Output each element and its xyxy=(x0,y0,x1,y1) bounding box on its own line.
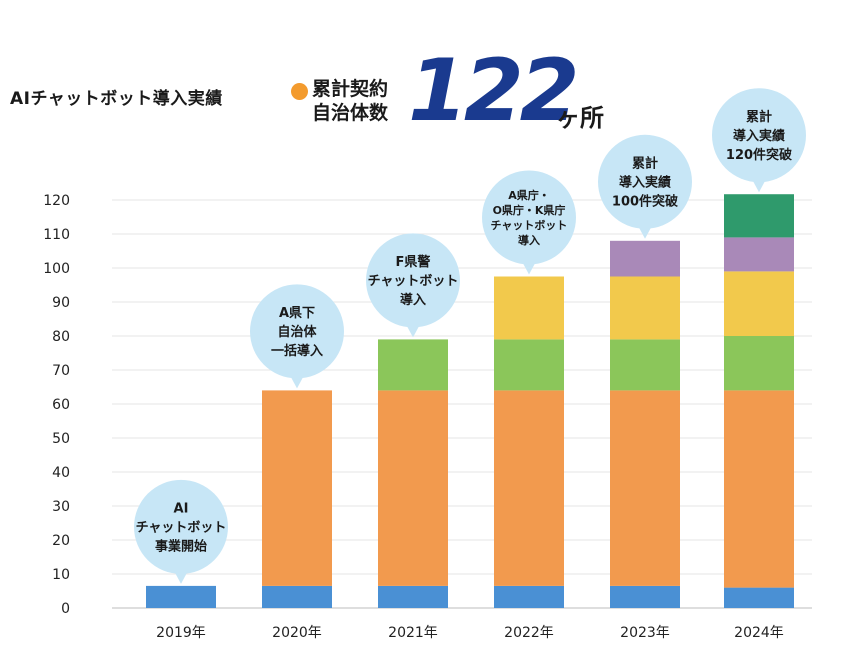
annotation-text: チャットボット xyxy=(368,273,459,289)
bar-segment xyxy=(610,240,680,277)
bars xyxy=(146,194,794,608)
bar-segment xyxy=(724,237,794,272)
annotation-text: 導入実績 xyxy=(619,174,671,190)
bubble-pointer xyxy=(290,375,304,389)
bubble-circle xyxy=(250,284,344,379)
y-tick-label: 50 xyxy=(52,431,70,447)
bubble-circle xyxy=(712,88,806,183)
x-tick-label: 2022年 xyxy=(504,625,554,641)
bar-segment xyxy=(724,390,794,588)
bubble-circle xyxy=(134,479,228,574)
bubble-pointer xyxy=(522,261,536,275)
bar-segment xyxy=(378,585,448,608)
annotation-text: 導入 xyxy=(400,292,426,308)
bar-segment xyxy=(262,585,332,608)
y-tick-label: 100 xyxy=(43,261,70,277)
y-tick-label: 90 xyxy=(52,295,70,311)
bar-segment xyxy=(494,276,564,340)
annotation-text: 事業開始 xyxy=(155,538,207,554)
annotation-text: 導入実績 xyxy=(733,128,785,144)
annotation-text: O県庁・K県庁 xyxy=(493,203,566,217)
bar-segment xyxy=(610,276,680,340)
annotation-text: チャットボット xyxy=(491,218,568,232)
bubble-circle xyxy=(482,170,576,265)
y-tick-label: 10 xyxy=(52,567,70,583)
y-tick-label: 80 xyxy=(52,329,70,345)
annotations: AIチャットボット事業開始A県下自治体一括導入F県警チャットボット導入A県庁・O… xyxy=(134,88,806,584)
bar-segment xyxy=(724,336,794,391)
x-tick-label: 2024年 xyxy=(734,625,784,641)
annotation-text: 100件突破 xyxy=(612,193,678,209)
bar-segment xyxy=(494,585,564,608)
bar-segment xyxy=(724,271,794,336)
legend-label-line-2: 自治体数 xyxy=(312,102,389,124)
y-tick-label: 110 xyxy=(43,227,70,243)
y-tick-label: 70 xyxy=(52,363,70,379)
x-tick-label: 2021年 xyxy=(388,625,438,641)
bubble-circle xyxy=(598,134,692,229)
bubble-pointer xyxy=(406,324,420,338)
annotation-text: 120件突破 xyxy=(726,147,792,163)
legend-marker xyxy=(291,83,308,100)
annotation-text: チャットボット xyxy=(136,519,227,535)
y-tick-label: 0 xyxy=(61,601,70,617)
bubble-pointer xyxy=(174,570,188,584)
annotation-text: 一括導入 xyxy=(271,343,323,359)
y-tick-label: 120 xyxy=(43,193,70,209)
bubble-pointer xyxy=(752,179,766,193)
axes: 0 10 20 30 40 50 60 70 80 90 100 110 120 2019年 2020年 20… xyxy=(43,193,784,641)
annotation-text: 導入 xyxy=(518,233,540,247)
bar-segment xyxy=(378,390,448,586)
bar-segment xyxy=(378,339,448,391)
annotation-text: A県庁・ xyxy=(508,188,550,202)
annotation-text: A県下 xyxy=(279,306,315,321)
bar-segment xyxy=(146,585,216,608)
y-tick-label: 60 xyxy=(52,397,70,413)
bar-segment xyxy=(610,390,680,586)
annotation-text: 累計 xyxy=(632,155,658,171)
bar-segment xyxy=(610,339,680,391)
chart-header: AIチャットボット導入実績 累計契約 自治体数 122 ヶ所 xyxy=(0,0,852,150)
y-tick-label: 40 xyxy=(52,465,70,481)
bar-segment xyxy=(494,390,564,586)
bar-segment xyxy=(262,390,332,586)
bubble-circle xyxy=(366,233,460,328)
y-tick-label: 20 xyxy=(52,533,70,549)
bar-segment xyxy=(610,585,680,608)
x-tick-label: 2023年 xyxy=(620,625,670,641)
annotation-text: F県警 xyxy=(396,254,431,270)
x-tick-label: 2019年 xyxy=(156,625,206,641)
annotation-text: AI xyxy=(174,501,189,516)
total-count: 122 xyxy=(408,41,580,141)
y-tick-label: 30 xyxy=(52,499,70,515)
legend-label-line-1: 累計契約 xyxy=(312,78,389,100)
x-tick-label: 2020年 xyxy=(272,625,322,641)
total-unit: ヶ所 xyxy=(556,104,604,132)
annotation-text: 自治体 xyxy=(277,324,317,340)
bar-segment xyxy=(494,339,564,391)
bar-segment xyxy=(724,194,794,238)
grid xyxy=(112,199,812,609)
annotation-text: 累計 xyxy=(746,109,772,125)
bar-segment xyxy=(724,587,794,608)
bubble-pointer xyxy=(638,225,652,239)
chart-title: AIチャットボット導入実績 xyxy=(10,89,223,109)
